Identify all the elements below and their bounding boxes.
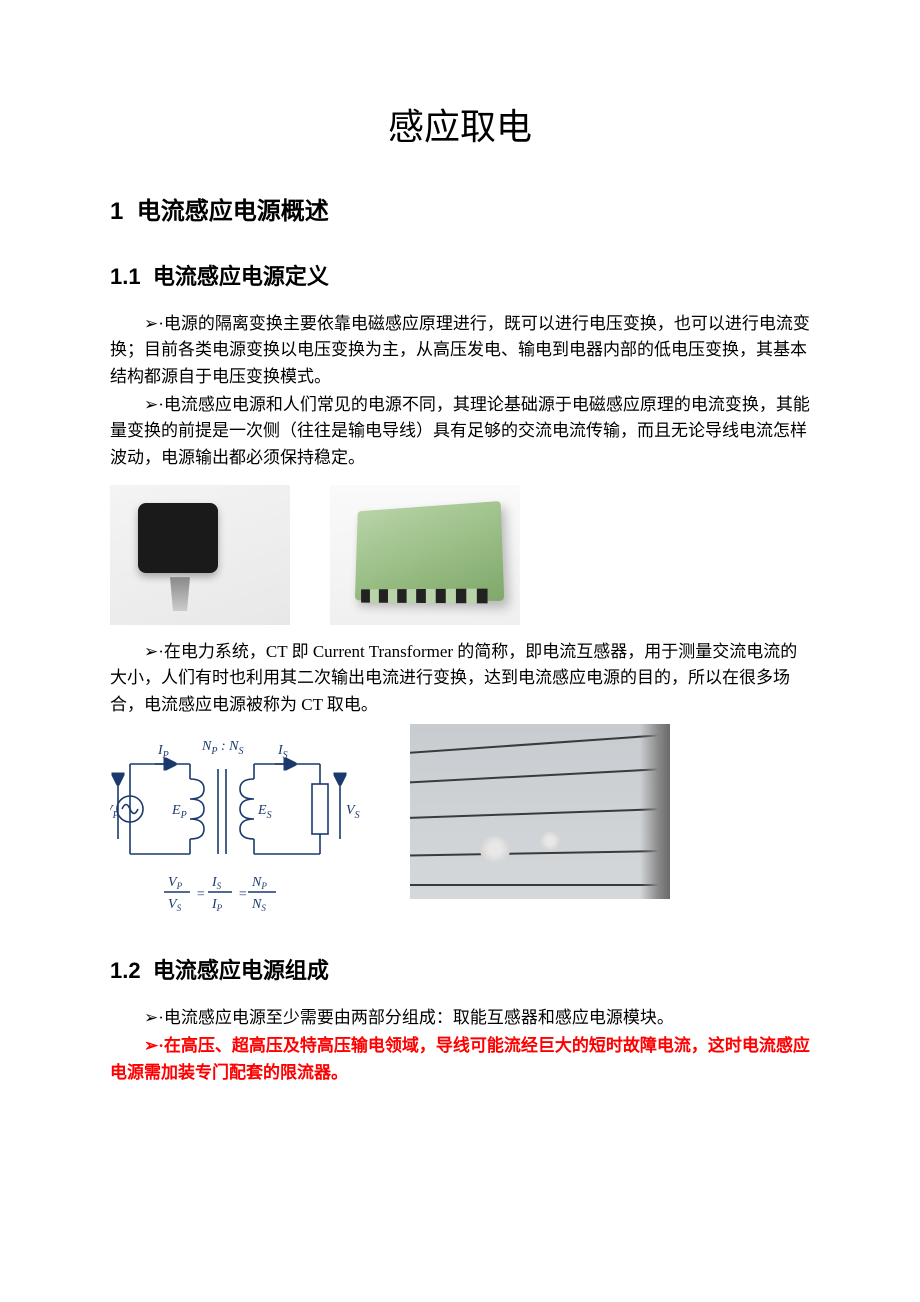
svg-text:IS: IS: [277, 743, 288, 761]
paragraph-1-1-c: ➢·在电力系统，CT 即 Current Transformer 的简称，即电流…: [110, 639, 810, 718]
section-1-text: 电流感应电源概述: [137, 198, 329, 225]
svg-text:=: =: [196, 887, 205, 902]
svg-text:ES: ES: [257, 803, 272, 821]
svg-text:VS: VS: [346, 803, 360, 821]
svg-text:VP: VP: [168, 875, 183, 891]
paragraph-1-1-b: ➢·电流感应电源和人们常见的电源不同，其理论基础源于电磁感应原理的电流变换，其能…: [110, 392, 810, 471]
paragraph-1-1-a: ➢·电源的隔离变换主要依靠电磁感应原理进行，既可以进行电压变换，也可以进行电流变…: [110, 311, 810, 390]
paragraph-1-2-b-highlight: ➢·在高压、超高压及特高压输电领域，导线可能流经巨大的短时故障电流，这时电流感应…: [110, 1033, 810, 1086]
section-1-1-number: 1.1: [110, 264, 141, 289]
svg-text:NP: NP: [251, 875, 267, 891]
document-title: 感应取电: [110, 100, 810, 154]
section-1-1-heading: 1.1 电流感应电源定义: [110, 260, 810, 293]
image-green-module: [330, 485, 520, 625]
section-1-heading: 1 电流感应电源概述: [110, 194, 810, 230]
svg-text:IP: IP: [211, 897, 223, 913]
section-1-2-text: 电流感应电源组成: [153, 958, 329, 983]
section-1-2-number: 1.2: [110, 958, 141, 983]
svg-text:EP: EP: [171, 803, 187, 821]
image-transformer-schematic: IP IS NP : NS VP VS EP ES VP VS = IS IP …: [110, 724, 380, 914]
section-1-1-text: 电流感应电源定义: [153, 264, 329, 289]
svg-text:NS: NS: [251, 897, 266, 913]
svg-text:IS: IS: [211, 875, 222, 891]
image-row-1: [110, 485, 810, 625]
section-1-number: 1: [110, 198, 123, 225]
svg-text:VS: VS: [168, 897, 182, 913]
image-power-line-photo: [410, 724, 670, 899]
section-1-2-heading: 1.2 电流感应电源组成: [110, 954, 810, 987]
image-row-2: IP IS NP : NS VP VS EP ES VP VS = IS IP …: [110, 724, 810, 914]
paragraph-1-2-a: ➢·电流感应电源至少需要由两部分组成：取能互感器和感应电源模块。: [110, 1005, 810, 1031]
svg-text:=: =: [238, 887, 247, 902]
svg-text:NP : NS: NP : NS: [201, 739, 243, 757]
image-power-adapter: [110, 485, 290, 625]
svg-text:IP: IP: [157, 743, 169, 761]
